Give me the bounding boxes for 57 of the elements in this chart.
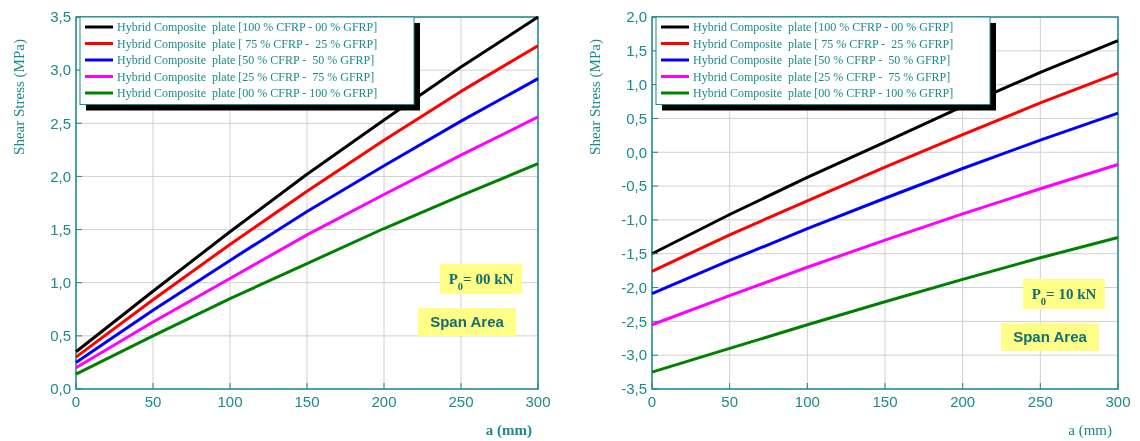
legend-label: Hybrid Composite plate [50 % CFRP - 50 % GFRP] [693, 53, 951, 68]
line-series [650, 236, 1120, 374]
y-tick-label: 2,5 [50, 114, 71, 132]
y-tick-label: 3,0 [50, 61, 71, 79]
line-series [74, 162, 540, 376]
y-tick-label: 0,0 [50, 380, 71, 398]
x-axis-title: a (mm) [485, 422, 532, 439]
y-tick-label: -3,0 [621, 346, 647, 364]
legend-label: Hybrid Composite plate [00 % CFRP - 100 % GFRP] [693, 86, 954, 101]
x-tick-label: 100 [217, 393, 243, 410]
x-tick-label: 0 [647, 393, 657, 410]
annotation: P$_{0}$= 00 kN [448, 271, 514, 292]
legend-label: Hybrid Composite plate [50 % CFRP - 50 % GFRP] [117, 53, 375, 68]
legend-label: Hybrid Composite plate [ 75 % CFRP - 25 % GFRP] [117, 36, 378, 51]
x-axis-title: a (mm) [1068, 422, 1112, 439]
x-tick-label: 250 [1027, 393, 1053, 410]
line-series [650, 71, 1120, 273]
legend-label: Hybrid Composite plate [100 % CFRP - 00 % GFRP] [117, 20, 378, 35]
y-tick-label: 1,0 [50, 273, 71, 291]
annotation: Span Area [430, 313, 505, 331]
y-tick-label: 1,5 [50, 220, 71, 238]
y-tick-label: 3,5 [50, 8, 71, 26]
y-tick-label: 0,5 [626, 109, 647, 127]
y-tick-label: 1,0 [626, 75, 647, 93]
x-tick-label: 200 [371, 393, 397, 410]
y-tick-label: 0,0 [626, 143, 647, 161]
legend-label: Hybrid Composite plate [ 75 % CFRP - 25 % GFRP] [693, 36, 954, 51]
y-tick-label: 2,0 [626, 8, 647, 26]
y-tick-label: -3,5 [621, 380, 647, 398]
y-axis-title: Shear Stress (MPa) [587, 39, 604, 155]
annotation: P$_{0}$= 10 kN [1031, 286, 1097, 307]
x-tick-label: 100 [794, 393, 820, 410]
line-series [74, 115, 540, 370]
x-tick-label: 150 [294, 393, 320, 410]
y-tick-label: 1,5 [626, 42, 647, 60]
legend-label: Hybrid Composite plate [25 % CFRP - 75 % GFRP] [693, 69, 951, 84]
y-tick-label: -1,5 [621, 244, 647, 262]
annotation: Span Area [1013, 328, 1088, 346]
x-tick-label: 50 [144, 393, 162, 410]
x-tick-label: 0 [71, 393, 81, 410]
y-tick-label: 0,5 [50, 327, 71, 345]
y-tick-label: 2,0 [50, 167, 71, 185]
y-tick-label: -2,0 [621, 278, 647, 296]
x-tick-label: 300 [1105, 393, 1131, 410]
legend-label: Hybrid Composite plate [00 % CFRP - 100 % GFRP] [117, 86, 378, 101]
x-tick-label: 150 [872, 393, 898, 410]
x-tick-label: 50 [721, 393, 739, 410]
x-tick-label: 300 [525, 393, 551, 410]
line-series [650, 162, 1120, 327]
x-tick-label: 200 [950, 393, 976, 410]
legend-label: Hybrid Composite plate [25 % CFRP - 75 % GFRP] [117, 69, 375, 84]
y-tick-label: -1,0 [621, 211, 647, 229]
legend-label: Hybrid Composite plate [100 % CFRP - 00 % GFRP] [693, 20, 954, 35]
y-tick-label: -0,5 [621, 177, 647, 195]
x-tick-label: 250 [448, 393, 474, 410]
y-tick-label: -2,5 [621, 312, 647, 330]
y-axis-title: Shear Stress (MPa) [11, 39, 28, 155]
